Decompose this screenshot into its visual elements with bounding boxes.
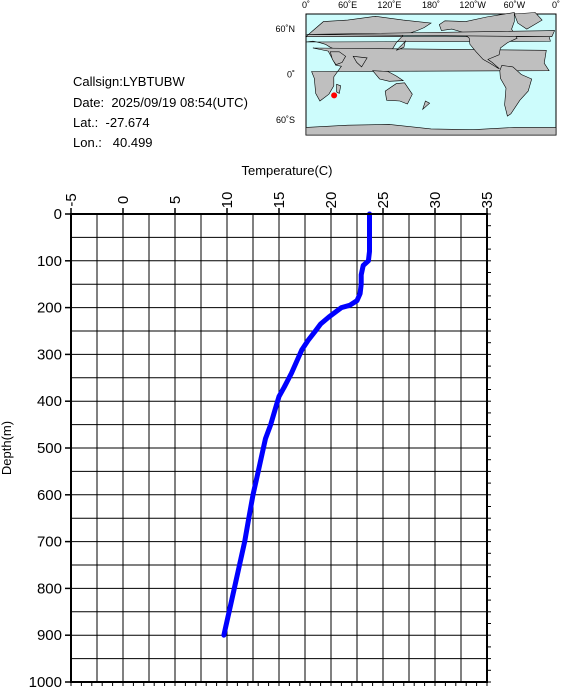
y-tick-label: 600	[37, 487, 62, 504]
map-land-india	[352, 55, 368, 68]
y-tick-label: 1000	[29, 674, 62, 690]
date-value: 2025/09/19 08:54(UTC)	[111, 95, 248, 110]
lat-value: -27.674	[105, 115, 150, 130]
map-land-antarctica	[305, 124, 557, 136]
map-land-madagascar	[336, 83, 342, 94]
map-lat-label: 60˚S	[276, 115, 295, 125]
map-lon-label: 60˚E	[338, 0, 357, 10]
map-land-indonesia	[372, 70, 405, 82]
map-lon-label: 120˚E	[377, 0, 401, 10]
x-tick-label: -5	[63, 193, 80, 206]
plot-frame	[70, 213, 488, 683]
map-land-south-america	[499, 65, 533, 117]
map-lat-label: 0˚	[287, 70, 295, 80]
x-tick-label: 35	[479, 192, 496, 209]
map-lon-label: 0˚	[552, 0, 560, 10]
temperature-profile-line	[221, 211, 372, 638]
series-group	[221, 211, 372, 638]
lon-text: Lon.: 40.499	[73, 135, 153, 151]
lat-text: Lat.: -27.674	[73, 115, 150, 131]
x-tick-label: 25	[375, 192, 392, 209]
lon-value: 40.499	[112, 135, 153, 150]
y-tick-labels: 0 100 200 300 400 500 600 700 800 900 1000	[29, 206, 71, 690]
y-tick-label: 400	[37, 393, 62, 410]
y-axis-title: Depth(m)	[0, 421, 14, 475]
y-tick-label: 500	[37, 440, 62, 457]
world-map: 0˚ 60˚E 120˚E 180˚ 120˚W 60˚W 0˚ 60˚N 0˚ 60˚S	[275, 0, 560, 136]
map-lon-label: 180˚	[422, 0, 440, 10]
x-tick-label: 15	[271, 192, 288, 209]
map-lon-label: 0˚	[302, 0, 310, 10]
callsign-label: Callsign:	[73, 74, 123, 89]
map-labels: 0˚ 60˚E 120˚E 180˚ 120˚W 60˚W 0˚ 60˚N 0˚ 60˚S	[275, 0, 560, 125]
map-lat-label: 60˚N	[275, 24, 295, 34]
x-tick-label: 30	[427, 192, 444, 209]
map-land	[305, 12, 557, 136]
y-tick-label: 0	[54, 206, 62, 223]
chart-grid	[71, 214, 487, 682]
map-land-japan	[396, 40, 406, 51]
callsign-text: Callsign:LYBTUBW	[73, 74, 185, 90]
map-land-uk	[306, 30, 556, 38]
y-tick-label: 300	[37, 346, 62, 363]
x-axis-title: Temperature(C)	[241, 163, 332, 178]
map-land-arabia	[329, 51, 346, 66]
y-tick-label: 700	[37, 534, 62, 551]
map-land-australia	[384, 82, 413, 105]
x-tick-label: 10	[219, 192, 236, 209]
lat-label: Lat.:	[73, 115, 99, 130]
y-tick-label: 800	[37, 580, 62, 597]
map-lon-label: 120˚W	[459, 0, 486, 10]
y-tick-label: 100	[37, 253, 62, 270]
lon-label: Lon.:	[73, 135, 102, 150]
date-text: Date: 2025/09/19 08:54(UTC)	[73, 95, 248, 111]
map-lon-label: 60˚W	[504, 0, 526, 10]
date-label: Date:	[73, 95, 105, 110]
location-marker	[331, 92, 338, 99]
x-tick-label: 20	[323, 192, 340, 209]
x-tick-label: 5	[167, 196, 184, 204]
map-land-north-america	[438, 12, 518, 69]
minor-ticks	[70, 213, 491, 686]
y-tick-label: 900	[37, 627, 62, 644]
callsign-value: LYBTUBW	[122, 74, 185, 89]
map-land-new-zealand	[422, 100, 431, 111]
map-land-greenland	[513, 12, 543, 30]
x-tick-labels: -5 0 5 10 15 20 25 30 35	[63, 192, 496, 214]
y-tick-label: 200	[37, 300, 62, 317]
x-tick-label: 0	[115, 196, 132, 204]
